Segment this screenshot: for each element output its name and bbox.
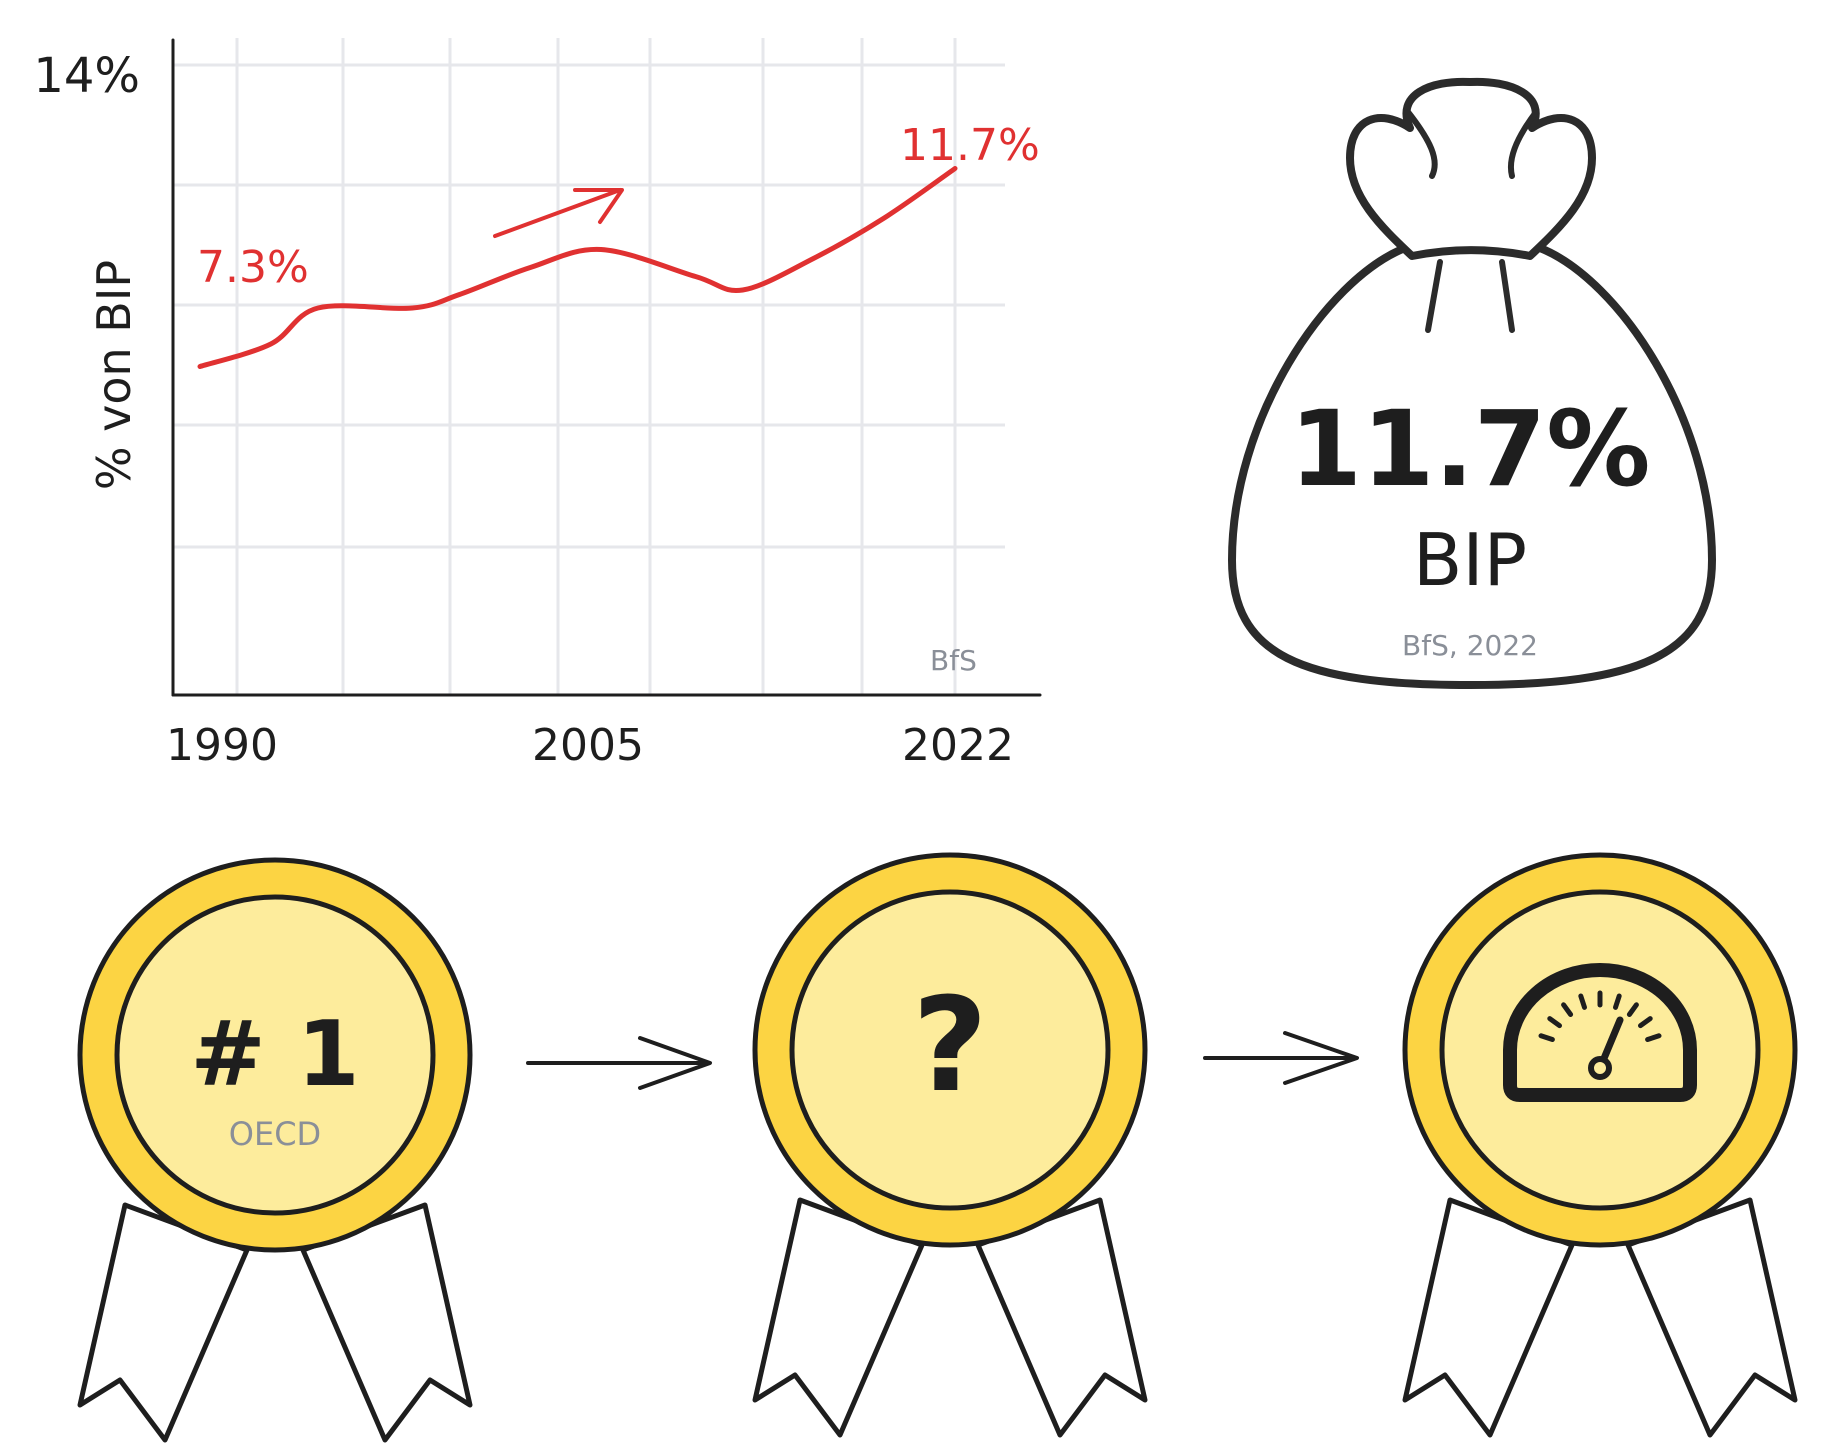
medal-subtext: OECD — [229, 1115, 321, 1153]
x-tick-labels: 1990 2005 2022 — [166, 720, 1014, 771]
bag-source: BfS, 2022 — [1402, 629, 1538, 662]
gauge-tick — [1626, 1002, 1639, 1017]
gauge-tick — [1613, 993, 1622, 1010]
x-tick-label: 1990 — [166, 720, 278, 771]
bag-value: 11.7% — [1290, 388, 1651, 510]
x-tick-label: 2005 — [532, 720, 644, 771]
gauge-tick — [1561, 1002, 1574, 1017]
gauge-body — [1503, 963, 1697, 1102]
chart-source: BfS — [930, 644, 977, 677]
medal-inner — [1439, 889, 1761, 1211]
medal: ? — [752, 852, 1148, 1438]
money-bag-icon — [1228, 77, 1716, 689]
medal: # 1 OECD — [77, 857, 473, 1443]
y-tick-label: 14% — [33, 48, 140, 104]
x-tick-label: 2022 — [902, 720, 1014, 771]
speedometer-icon — [1503, 963, 1697, 1102]
gauge-hub — [1588, 1056, 1612, 1080]
medal-text: ? — [912, 969, 987, 1121]
arrow-icon — [526, 1036, 712, 1090]
gauge-tick — [1638, 1016, 1653, 1029]
series-line — [197, 166, 958, 369]
medal-text: # 1 — [190, 1002, 359, 1107]
y-axis-label: % von BIP — [87, 260, 141, 490]
gauge-tick — [1538, 1033, 1555, 1042]
medals-row: # 1 OECD? — [77, 852, 1798, 1443]
medal — [1402, 852, 1798, 1438]
end-value-annotation: 11.7% — [900, 120, 1040, 171]
gauge-tick — [1645, 1033, 1662, 1042]
chart-grid — [173, 38, 1005, 695]
trend-arrow-icon — [493, 188, 624, 238]
start-value-annotation: 7.3% — [197, 242, 309, 293]
gauge-tick — [1547, 1016, 1562, 1029]
gauge-tick — [1578, 993, 1587, 1010]
medal-inner — [114, 894, 436, 1216]
bag-label: BIP — [1413, 518, 1527, 602]
line-chart: 14% % von BIP 1990 2005 2022 7.3% 11.7% Bf… — [33, 38, 1042, 771]
medal-inner — [789, 889, 1111, 1211]
arrow-icon — [1203, 1031, 1359, 1085]
